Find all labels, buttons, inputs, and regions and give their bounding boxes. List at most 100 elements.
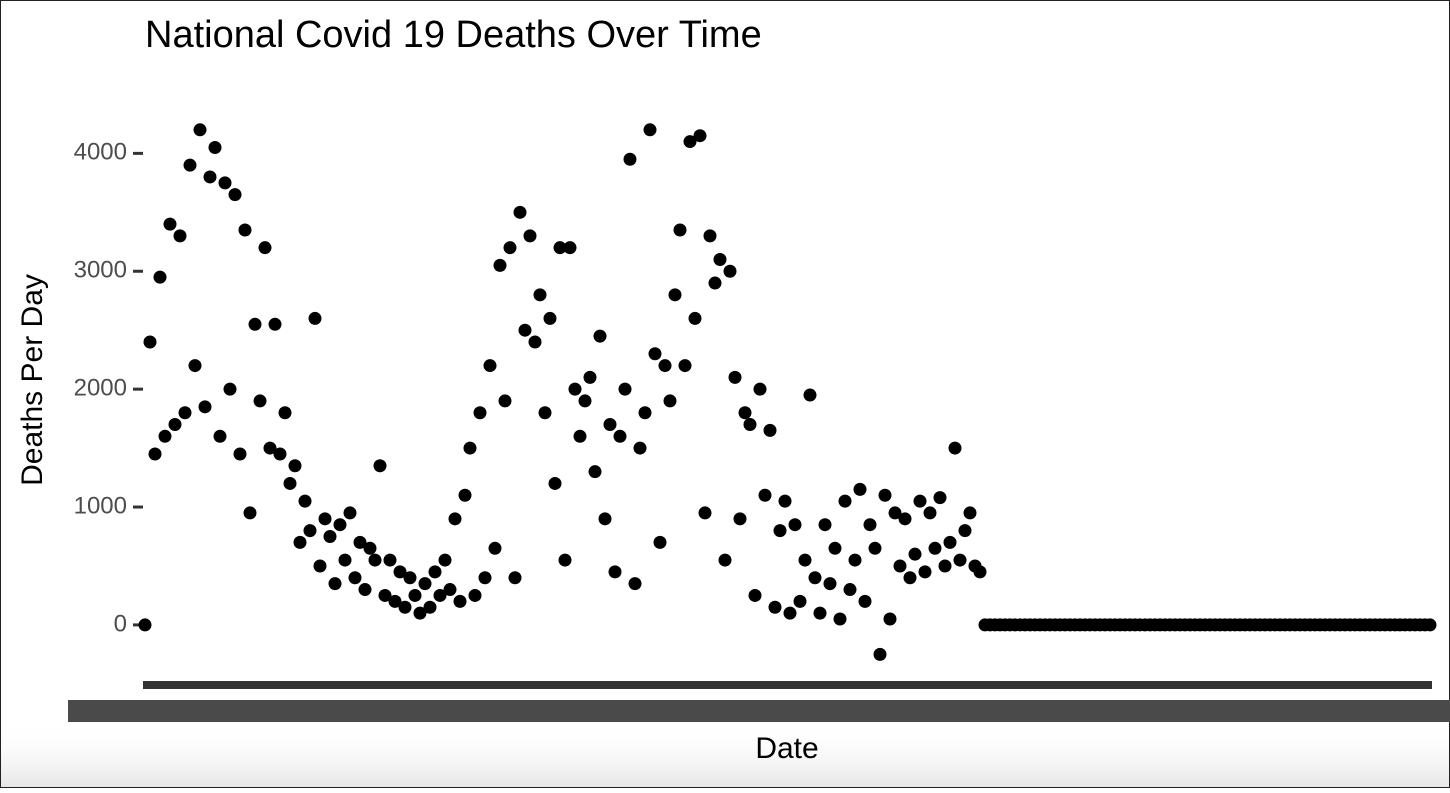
point <box>698 506 712 520</box>
point <box>613 429 627 443</box>
point <box>963 506 977 520</box>
point <box>953 553 967 567</box>
point <box>713 252 727 266</box>
point <box>238 223 252 237</box>
point <box>248 317 262 331</box>
point <box>748 588 762 602</box>
point <box>338 553 352 567</box>
point <box>348 571 362 585</box>
point <box>738 406 752 420</box>
point <box>733 512 747 526</box>
point <box>233 447 247 461</box>
point <box>693 129 707 143</box>
point <box>598 512 612 526</box>
point <box>708 276 722 290</box>
point <box>293 535 307 549</box>
point <box>948 441 962 455</box>
point <box>843 583 857 597</box>
point <box>703 229 717 243</box>
point <box>273 447 287 461</box>
point <box>323 530 337 544</box>
point <box>548 476 562 490</box>
point <box>408 588 422 602</box>
x-tick-marks <box>143 681 1432 689</box>
point <box>908 547 922 561</box>
point <box>493 258 507 272</box>
point <box>423 600 437 614</box>
point <box>213 429 227 443</box>
point <box>488 541 502 555</box>
point <box>223 382 237 396</box>
point <box>368 553 382 567</box>
point <box>353 535 367 549</box>
point <box>183 158 197 172</box>
point <box>218 176 232 190</box>
y-tick-label: 1000 <box>74 492 127 519</box>
point <box>468 588 482 602</box>
point <box>803 388 817 402</box>
point <box>773 524 787 538</box>
point <box>308 311 322 325</box>
point <box>178 406 192 420</box>
point <box>593 329 607 343</box>
point <box>163 217 177 231</box>
point <box>668 288 682 302</box>
point <box>928 541 942 555</box>
point <box>478 571 492 585</box>
point <box>313 559 327 573</box>
point <box>663 394 677 408</box>
point <box>153 270 167 284</box>
point <box>513 205 527 219</box>
point <box>958 524 972 538</box>
point <box>938 559 952 573</box>
point <box>453 594 467 608</box>
y-axis-label: Deaths Per Day <box>16 274 49 486</box>
point <box>198 400 212 414</box>
y-tick-label: 2000 <box>74 374 127 401</box>
point <box>458 488 472 502</box>
point <box>608 565 622 579</box>
point <box>533 288 547 302</box>
point <box>653 535 667 549</box>
point <box>818 518 832 532</box>
point <box>588 465 602 479</box>
point <box>563 241 577 255</box>
point <box>728 370 742 384</box>
point <box>243 506 257 520</box>
point <box>358 583 372 597</box>
point <box>888 506 902 520</box>
point <box>268 317 282 331</box>
point <box>913 494 927 508</box>
point <box>753 382 767 396</box>
point <box>758 488 772 502</box>
point <box>298 494 312 508</box>
point <box>428 565 442 579</box>
point <box>503 241 517 255</box>
x-tick-labels-overlap <box>68 700 1450 722</box>
point <box>933 491 947 505</box>
point <box>628 577 642 591</box>
point <box>318 512 332 526</box>
point <box>828 541 842 555</box>
point <box>193 123 207 137</box>
point <box>433 588 447 602</box>
point <box>618 382 632 396</box>
point <box>778 494 792 508</box>
point <box>943 535 957 549</box>
point <box>808 571 822 585</box>
point <box>863 518 877 532</box>
point <box>393 565 407 579</box>
point <box>498 394 512 408</box>
point <box>768 600 782 614</box>
point <box>483 359 497 373</box>
point <box>508 571 522 585</box>
point <box>638 406 652 420</box>
point <box>208 140 222 154</box>
point <box>883 612 897 626</box>
point <box>523 229 537 243</box>
point <box>148 447 162 461</box>
point <box>918 565 932 579</box>
point <box>413 606 427 620</box>
